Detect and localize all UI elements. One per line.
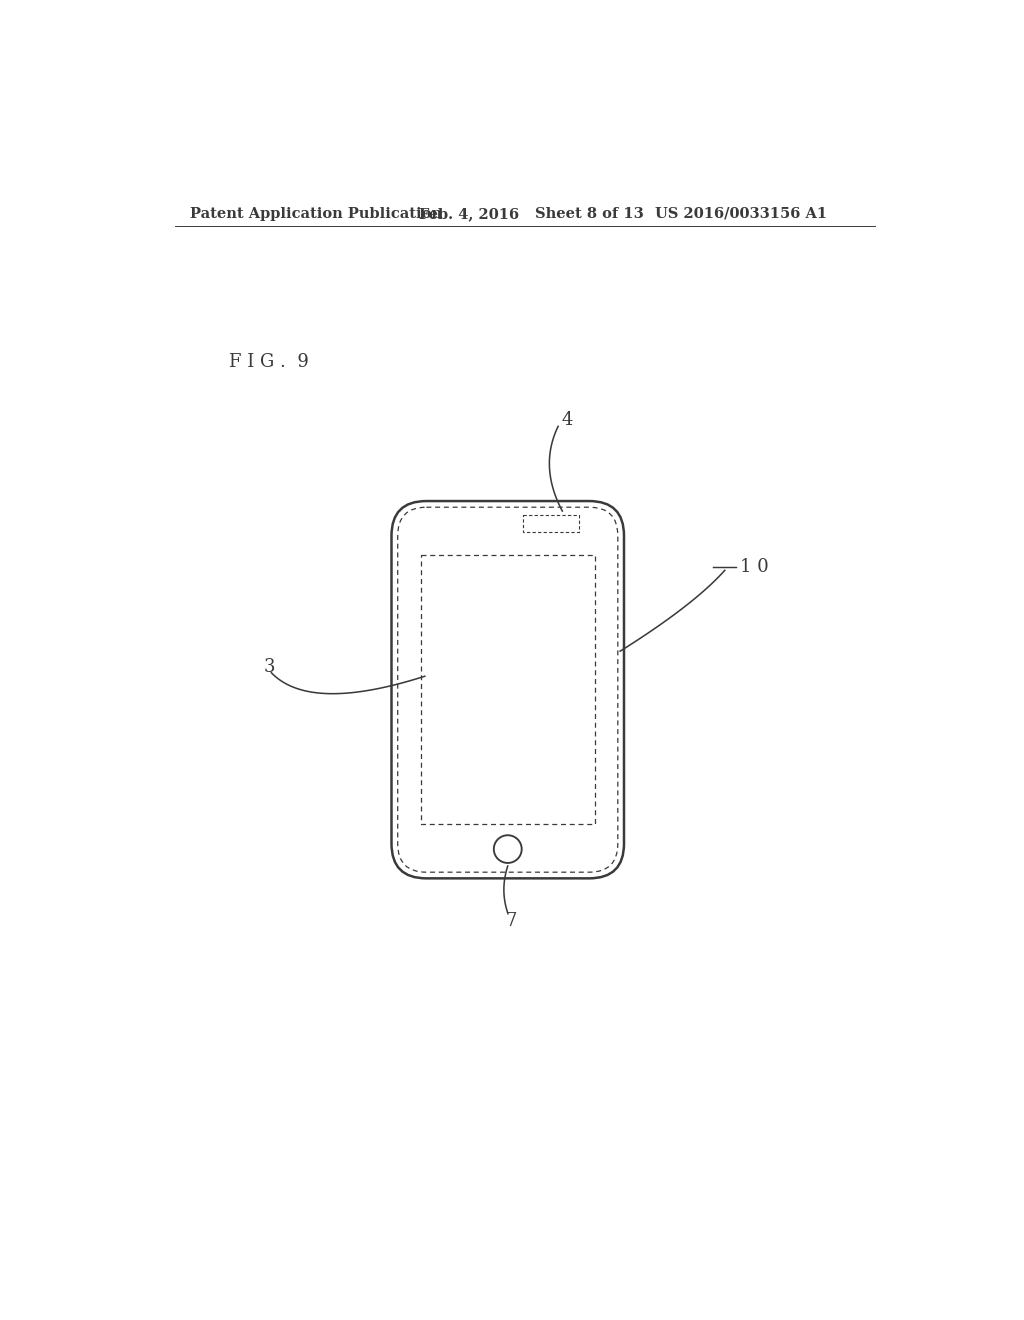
FancyBboxPatch shape: [391, 502, 624, 878]
Text: 1 0: 1 0: [740, 557, 769, 576]
Text: 7: 7: [506, 912, 517, 929]
Text: 3: 3: [263, 657, 275, 676]
Text: F I G .  9: F I G . 9: [228, 354, 308, 371]
Text: Sheet 8 of 13: Sheet 8 of 13: [535, 207, 644, 220]
Text: Feb. 4, 2016: Feb. 4, 2016: [419, 207, 519, 220]
Text: Patent Application Publication: Patent Application Publication: [190, 207, 442, 220]
Bar: [523, 515, 579, 532]
Bar: [421, 554, 595, 825]
Circle shape: [494, 836, 521, 863]
Text: 4: 4: [562, 412, 573, 429]
Text: US 2016/0033156 A1: US 2016/0033156 A1: [655, 207, 827, 220]
